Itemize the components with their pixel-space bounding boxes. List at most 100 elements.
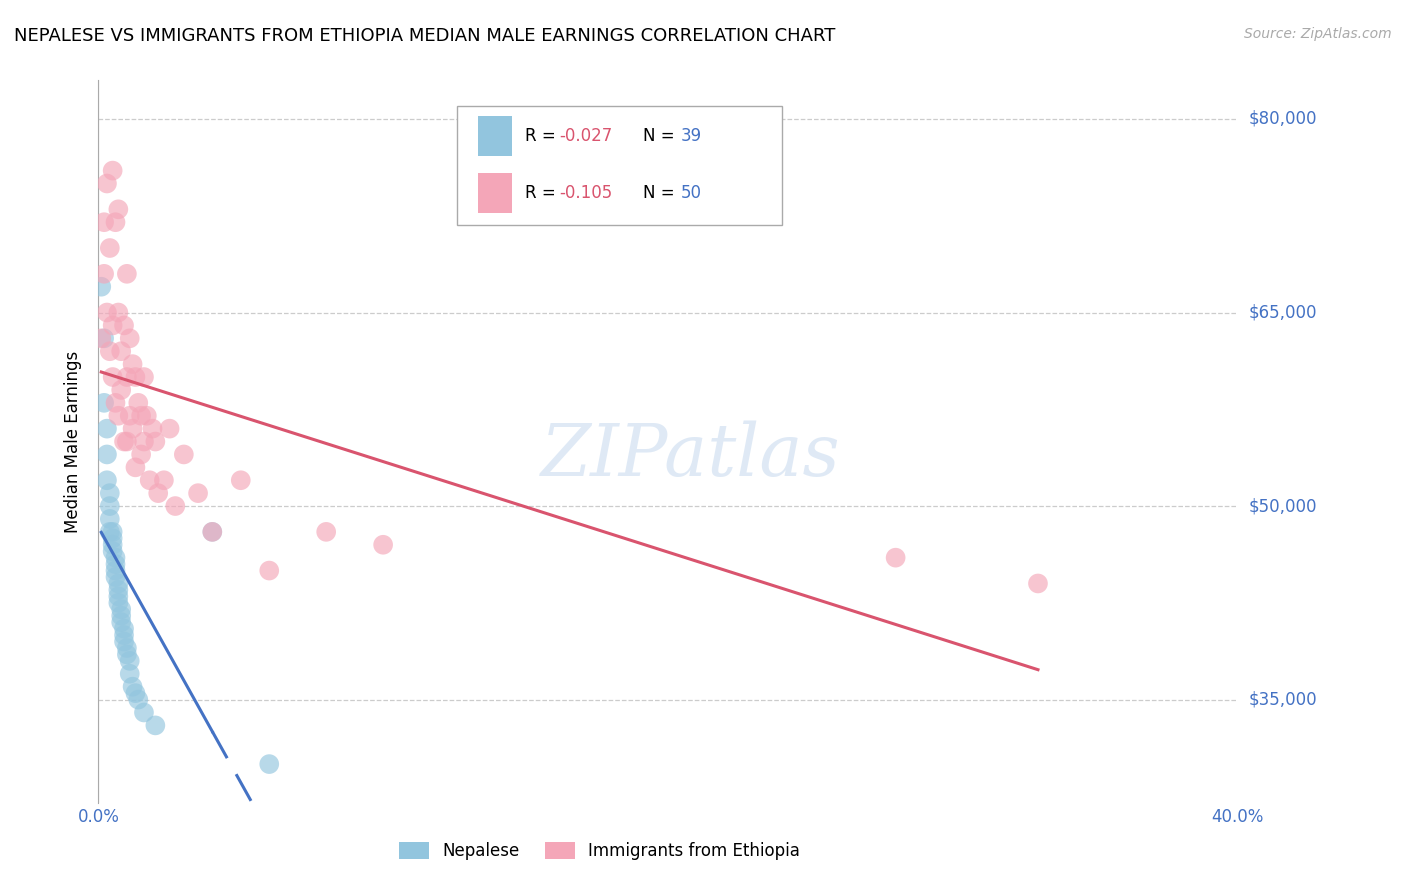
Point xyxy=(884,550,907,565)
Text: Source: ZipAtlas.com: Source: ZipAtlas.com xyxy=(1244,27,1392,41)
FancyBboxPatch shape xyxy=(478,173,512,213)
Point xyxy=(96,473,118,487)
Point xyxy=(159,422,181,436)
Text: 39: 39 xyxy=(681,127,702,145)
Point xyxy=(107,202,129,217)
Point xyxy=(1026,576,1049,591)
Point xyxy=(124,686,146,700)
Text: R =: R = xyxy=(526,127,561,145)
Point xyxy=(115,370,138,384)
Point xyxy=(93,215,115,229)
Point xyxy=(135,409,157,423)
Legend: Nepalese, Immigrants from Ethiopia: Nepalese, Immigrants from Ethiopia xyxy=(392,835,807,867)
Point xyxy=(121,357,143,371)
Point xyxy=(259,757,281,772)
Point xyxy=(187,486,209,500)
Point xyxy=(98,512,121,526)
Point xyxy=(127,396,149,410)
Point xyxy=(373,538,395,552)
Point xyxy=(112,628,135,642)
Text: -0.105: -0.105 xyxy=(560,184,613,202)
Text: $65,000: $65,000 xyxy=(1249,303,1317,321)
Point xyxy=(93,331,115,345)
Point xyxy=(129,447,152,461)
Point xyxy=(93,267,115,281)
Point xyxy=(112,634,135,648)
Text: $50,000: $50,000 xyxy=(1249,497,1317,515)
Point xyxy=(145,434,167,449)
Point xyxy=(96,177,118,191)
Point xyxy=(96,447,118,461)
Point xyxy=(101,538,124,552)
Point xyxy=(141,422,163,436)
Text: N =: N = xyxy=(643,127,679,145)
FancyBboxPatch shape xyxy=(457,105,782,225)
Point xyxy=(101,531,124,545)
Point xyxy=(115,648,138,662)
Point xyxy=(107,590,129,604)
Point xyxy=(110,602,132,616)
Point xyxy=(132,434,155,449)
Point xyxy=(138,473,160,487)
Point xyxy=(104,570,127,584)
Point xyxy=(110,615,132,630)
Point xyxy=(90,331,112,345)
Point xyxy=(201,524,224,539)
Point xyxy=(107,409,129,423)
Point xyxy=(110,344,132,359)
Point xyxy=(201,524,224,539)
Point xyxy=(101,163,124,178)
Point xyxy=(98,499,121,513)
Point xyxy=(145,718,167,732)
Point xyxy=(115,434,138,449)
Point xyxy=(118,666,141,681)
Point xyxy=(121,422,143,436)
Point xyxy=(127,692,149,706)
Y-axis label: Median Male Earnings: Median Male Earnings xyxy=(65,351,83,533)
Point xyxy=(101,524,124,539)
Point xyxy=(101,318,124,333)
Text: 50: 50 xyxy=(681,184,702,202)
Point xyxy=(165,499,187,513)
Point xyxy=(153,473,176,487)
Point xyxy=(104,396,127,410)
Point xyxy=(124,370,146,384)
Point xyxy=(259,564,281,578)
Text: -0.027: -0.027 xyxy=(560,127,613,145)
Point xyxy=(110,608,132,623)
Point xyxy=(118,654,141,668)
Point xyxy=(112,434,135,449)
Text: R =: R = xyxy=(526,184,561,202)
Point xyxy=(98,524,121,539)
Point xyxy=(115,267,138,281)
Point xyxy=(110,383,132,397)
Text: ZIPatlas: ZIPatlas xyxy=(541,421,841,491)
Point xyxy=(104,564,127,578)
Point xyxy=(229,473,252,487)
Text: NEPALESE VS IMMIGRANTS FROM ETHIOPIA MEDIAN MALE EARNINGS CORRELATION CHART: NEPALESE VS IMMIGRANTS FROM ETHIOPIA MED… xyxy=(14,27,835,45)
Point xyxy=(132,706,155,720)
Point xyxy=(124,460,146,475)
Point xyxy=(173,447,195,461)
Point xyxy=(90,279,112,293)
Point xyxy=(107,596,129,610)
Text: $80,000: $80,000 xyxy=(1249,110,1317,128)
Point xyxy=(101,370,124,384)
Point xyxy=(98,486,121,500)
Point xyxy=(104,550,127,565)
Point xyxy=(115,640,138,655)
Point xyxy=(132,370,155,384)
Point xyxy=(107,582,129,597)
Point xyxy=(107,305,129,319)
Text: $35,000: $35,000 xyxy=(1249,690,1317,708)
Point xyxy=(129,409,152,423)
Point xyxy=(93,396,115,410)
FancyBboxPatch shape xyxy=(478,116,512,155)
Point xyxy=(121,680,143,694)
Point xyxy=(98,344,121,359)
Point xyxy=(96,422,118,436)
Point xyxy=(98,241,121,255)
Point xyxy=(118,409,141,423)
Point xyxy=(96,305,118,319)
Point xyxy=(104,215,127,229)
